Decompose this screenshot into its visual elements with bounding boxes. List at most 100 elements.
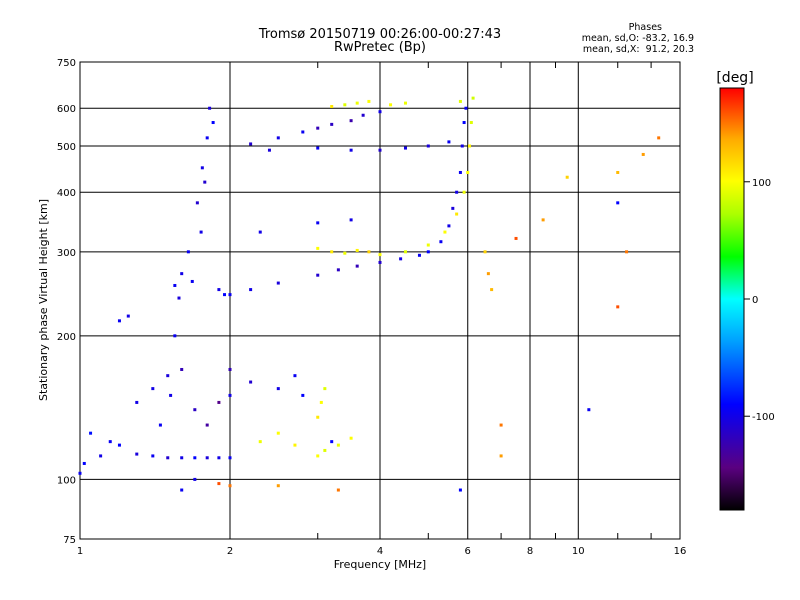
o-mode-point [193,456,197,460]
o-mode-point [217,400,221,404]
o-mode-point [301,130,305,134]
y-tick-label: 75 [63,535,76,546]
x-mode-point [349,436,353,440]
o-mode-point [173,334,177,338]
o-mode-point [301,393,305,397]
x-tick-label: 2 [227,546,233,557]
o-mode-point [135,452,139,456]
x-mode-point [471,96,475,100]
x-tick-label: 16 [674,546,687,557]
o-mode-point [439,240,443,244]
chart-title: Tromsø 20150719 00:26:00-00:27:43 [258,27,502,42]
data-points [78,96,661,492]
o-mode-point [378,148,382,152]
o-mode-point [464,106,468,110]
o-mode-point [330,440,334,444]
colorbar [719,87,745,511]
o-mode-point [349,119,353,123]
o-mode-point [316,273,320,277]
x-mode-point [462,190,466,194]
o-mode-point [108,440,112,444]
o-mode-point [180,456,184,460]
o-mode-point [180,272,184,276]
o-mode-point [361,113,365,117]
o-mode-point [249,142,253,146]
o-mode-point [193,477,197,481]
o-mode-point [330,122,334,126]
o-mode-point [208,106,212,110]
x-mode-point [343,251,347,255]
o-mode-point [82,461,86,465]
y-tick-label: 500 [57,142,76,153]
phases-stats-x-mode: mean, sd,X: 91.2, 20.3 [582,44,694,55]
x-mode-point [469,121,473,125]
o-mode-point [249,380,253,384]
o-mode-point [276,136,280,140]
o-mode-point [417,253,421,257]
x-mode-point [316,454,320,458]
o-mode-point [447,224,451,228]
colorbar-tick-label: 0 [752,295,758,306]
o-mode-point [228,367,232,371]
x-mode-point [330,105,334,109]
o-mode-point [78,471,82,475]
o-mode-point [336,268,340,272]
o-mode-point [276,281,280,285]
x-mode-point [403,250,407,254]
o-mode-point [89,431,93,435]
chart-subtitle: RwPretec (Bp) [333,40,427,55]
o-mode-point [267,148,271,152]
x-axis-label: Frequency [MHz] [334,558,426,571]
x-mode-point [486,272,490,276]
o-mode-point [205,456,209,460]
colorbar-tick-label: 100 [752,178,771,189]
x-mode-point [378,253,382,257]
x-mode-point [316,415,320,419]
o-mode-point [117,443,121,447]
x-tick-label: 10 [572,546,585,557]
o-mode-point [349,218,353,222]
o-mode-point [180,488,184,492]
o-mode-point [126,314,130,318]
x-mode-point [565,175,569,179]
x-mode-point [258,440,262,444]
o-mode-point [173,283,177,287]
y-tick-label: 600 [57,104,76,115]
o-mode-point [217,456,221,460]
x-mode-point [217,482,221,486]
o-mode-point [228,293,232,297]
o-mode-point [199,230,203,234]
x-mode-point [276,431,280,435]
x-mode-point [468,144,472,148]
x-mode-point [367,250,371,254]
x-mode-point [343,103,347,107]
axis-ticks: 1 2 4 6 8 10 16 75 100 200 300 400 500 600 750 [57,58,686,557]
o-mode-point [166,374,170,378]
o-mode-point [205,136,209,140]
x-mode-point [323,448,327,452]
o-mode-point [447,140,451,144]
y-tick-label: 300 [57,248,76,259]
x-mode-point [466,170,470,174]
x-mode-point [293,443,297,447]
phases-stats-o-mode: mean, sd,O: -83.2, 16.9 [581,33,694,44]
o-mode-point [180,367,184,371]
x-tick-label: 6 [465,546,471,557]
x-mode-point [403,101,407,105]
o-mode-point [316,126,320,130]
o-mode-point [99,454,103,458]
x-mode-point [319,400,323,404]
o-mode-point [403,146,407,150]
x-mode-point [483,250,487,254]
y-axis-label: Stationary phase Virtual Height [km] [37,199,50,401]
x-mode-point [641,152,645,156]
grid-lines [80,62,680,539]
x-mode-point [657,136,661,140]
o-mode-point [151,454,155,458]
o-mode-point [378,260,382,264]
x-tick-label: 1 [77,546,83,557]
o-mode-point [195,201,199,205]
o-mode-point [426,144,430,148]
o-mode-point [169,393,173,397]
